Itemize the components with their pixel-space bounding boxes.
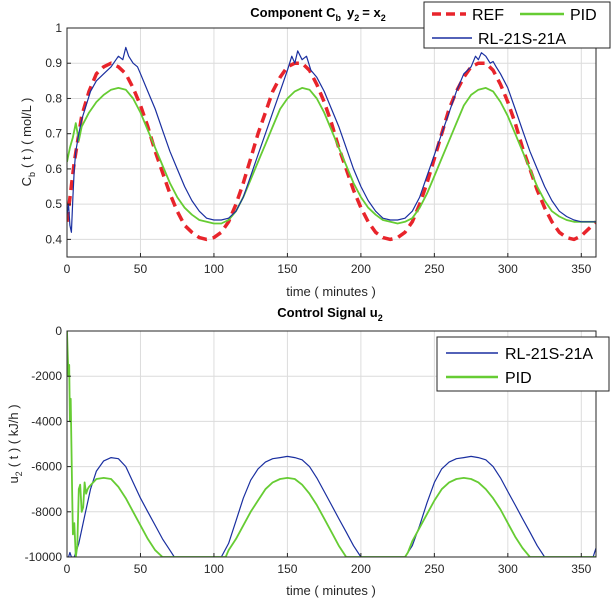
top-legend: REF PID RL-21S-21A <box>423 1 611 49</box>
legend2-rl-label: RL-21S-21A <box>505 346 593 363</box>
series-line-rl-21s-21a <box>67 455 596 557</box>
y-tick-label: -8000 <box>31 505 62 519</box>
y-tick-label: 0.9 <box>45 56 62 70</box>
x-tick-label: 0 <box>64 562 71 576</box>
bottom-y-axis-label: u2( t ) ( kJ/h ) <box>6 404 24 483</box>
y-tick-label: -6000 <box>31 460 62 474</box>
x-tick-label: 0 <box>64 262 71 276</box>
bottom-plot: Control Signal u2 0 50 100 150 200 250 300 350 … <box>6 305 610 598</box>
x-tick-label: 100 <box>204 562 224 576</box>
y-tick-label: -10000 <box>25 550 63 564</box>
x-tick-label: 150 <box>277 562 297 576</box>
series-line-pid <box>67 331 596 557</box>
x-tick-label: 100 <box>204 262 224 276</box>
x-tick-label: 300 <box>498 262 518 276</box>
bottom-plot-frame <box>66 330 597 558</box>
x-tick-label: 50 <box>134 562 148 576</box>
y-tick-label: -4000 <box>31 414 62 428</box>
bottom-x-axis-label: time ( minutes ) <box>286 583 376 598</box>
legend-ref-label: REF <box>472 7 504 24</box>
top-plot-title: Component Cb y2 = x2 <box>250 5 385 23</box>
bottom-legend: RL-21S-21A PID <box>436 336 610 392</box>
legend-pid-label: PID <box>570 7 597 24</box>
x-tick-label: 200 <box>351 562 371 576</box>
series-line-rl-21s-21a <box>67 46 596 233</box>
top-plot-frame <box>66 27 597 258</box>
x-tick-label: 250 <box>424 562 444 576</box>
y-tick-label: 0.7 <box>45 127 62 141</box>
top-plot: Component Cb y2 = x2 0 50 100 150 200 250 300 350… <box>19 1 611 299</box>
x-tick-label: 350 <box>571 562 591 576</box>
y-tick-label: -2000 <box>31 369 62 383</box>
bottom-legend-box <box>436 336 610 392</box>
x-tick-label: 50 <box>134 262 148 276</box>
y-tick-label: 0 <box>55 324 62 338</box>
top-x-axis-label: time ( minutes ) <box>286 284 376 299</box>
x-tick-label: 150 <box>277 262 297 276</box>
legend2-pid-label: PID <box>505 370 532 387</box>
x-tick-label: 350 <box>571 262 591 276</box>
y-tick-label: 0.8 <box>45 91 62 105</box>
top-y-axis-label: Cb( t ) ( mol/L ) <box>19 98 37 187</box>
x-tick-label: 250 <box>424 262 444 276</box>
series-line-ref <box>67 61 596 242</box>
y-tick-label: 1 <box>55 21 62 35</box>
top-legend-box <box>423 1 611 49</box>
y-tick-label: 0.5 <box>45 197 62 211</box>
x-tick-label: 200 <box>351 262 371 276</box>
series-line-pid <box>67 87 596 225</box>
legend-rl-label: RL-21S-21A <box>478 31 566 48</box>
x-tick-label: 300 <box>498 562 518 576</box>
y-tick-label: 0.6 <box>45 162 62 176</box>
bottom-plot-title: Control Signal u2 <box>277 305 382 323</box>
y-tick-label: 0.4 <box>45 232 62 246</box>
